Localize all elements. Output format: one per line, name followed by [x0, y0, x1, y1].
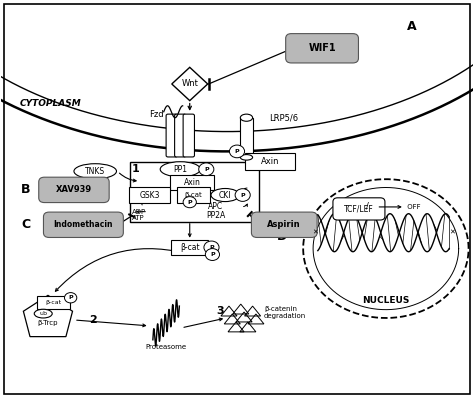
Text: P: P: [210, 252, 215, 257]
Ellipse shape: [74, 164, 117, 179]
FancyBboxPatch shape: [245, 152, 295, 170]
Text: B: B: [21, 183, 30, 196]
Text: D: D: [277, 230, 287, 243]
Text: P: P: [209, 245, 214, 250]
Text: Aspirin: Aspirin: [267, 220, 301, 229]
Text: Indomethacin: Indomethacin: [54, 220, 113, 229]
FancyBboxPatch shape: [170, 175, 214, 190]
Text: NUCLEUS: NUCLEUS: [362, 296, 410, 304]
Text: PP2A: PP2A: [206, 211, 225, 220]
Text: Axin: Axin: [183, 178, 201, 187]
Text: P: P: [68, 295, 73, 300]
Text: β-cat: β-cat: [185, 192, 202, 198]
Text: OFF: OFF: [405, 204, 420, 210]
FancyBboxPatch shape: [44, 212, 123, 238]
Ellipse shape: [240, 154, 253, 160]
Text: β-Trcp: β-Trcp: [38, 320, 58, 326]
Text: C: C: [21, 218, 30, 231]
Text: CKI: CKI: [219, 191, 231, 199]
FancyBboxPatch shape: [174, 114, 186, 157]
Text: ADP: ADP: [132, 209, 146, 215]
Text: ✕: ✕: [448, 230, 455, 236]
Text: /: /: [365, 202, 368, 211]
FancyBboxPatch shape: [251, 212, 317, 238]
Text: TNKS: TNKS: [85, 167, 105, 176]
Circle shape: [183, 197, 196, 208]
Text: β-cat: β-cat: [180, 243, 200, 252]
Text: P: P: [235, 149, 239, 154]
Text: PP1: PP1: [173, 165, 187, 174]
Text: β-cat: β-cat: [46, 300, 62, 305]
FancyBboxPatch shape: [129, 187, 170, 203]
FancyBboxPatch shape: [37, 297, 71, 310]
Text: 2: 2: [89, 315, 97, 325]
Text: ub: ub: [39, 311, 47, 316]
Circle shape: [64, 293, 77, 303]
Circle shape: [235, 189, 250, 201]
Text: 3: 3: [217, 306, 224, 316]
Ellipse shape: [211, 189, 239, 201]
Text: 1: 1: [131, 164, 139, 174]
Text: P: P: [240, 193, 245, 197]
Text: Axin: Axin: [261, 157, 279, 166]
Text: A: A: [407, 20, 417, 33]
Text: ATP: ATP: [132, 215, 145, 221]
Text: WIF1: WIF1: [308, 43, 336, 53]
Text: LRP5/6: LRP5/6: [269, 114, 298, 123]
FancyBboxPatch shape: [177, 187, 210, 203]
Bar: [240, 118, 253, 157]
Ellipse shape: [240, 114, 253, 121]
Circle shape: [199, 163, 214, 176]
Circle shape: [205, 249, 219, 260]
Text: TCF/LEF: TCF/LEF: [344, 205, 374, 213]
FancyBboxPatch shape: [166, 114, 177, 157]
Text: CYTOPLASM: CYTOPLASM: [19, 100, 82, 108]
Ellipse shape: [34, 309, 52, 318]
FancyBboxPatch shape: [183, 114, 194, 157]
Text: XAV939: XAV939: [56, 185, 92, 194]
Circle shape: [229, 145, 245, 158]
Text: β-catenin
degradation: β-catenin degradation: [264, 306, 306, 318]
FancyBboxPatch shape: [333, 198, 385, 220]
FancyBboxPatch shape: [286, 33, 358, 63]
Text: P: P: [187, 200, 192, 205]
FancyBboxPatch shape: [171, 240, 208, 255]
Polygon shape: [172, 67, 208, 101]
Text: Wnt: Wnt: [181, 80, 198, 88]
Polygon shape: [23, 295, 73, 337]
Text: GSK3: GSK3: [139, 191, 160, 199]
Ellipse shape: [160, 162, 201, 177]
FancyBboxPatch shape: [39, 177, 109, 203]
Text: ✕: ✕: [312, 230, 319, 236]
Text: Proteasome: Proteasome: [146, 344, 187, 350]
Text: APC: APC: [208, 203, 223, 211]
Text: P: P: [204, 167, 209, 172]
Text: Fzd: Fzd: [149, 110, 164, 119]
Circle shape: [204, 241, 219, 254]
